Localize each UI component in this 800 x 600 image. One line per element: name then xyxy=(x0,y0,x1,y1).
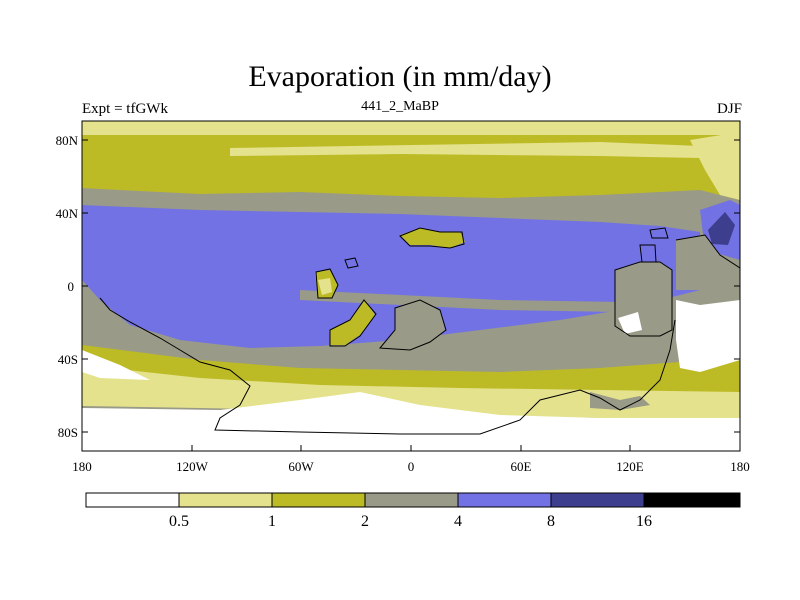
field-north-pale-streak xyxy=(230,142,700,158)
field-north-pale xyxy=(82,121,740,135)
field-land-south-patch-grey xyxy=(590,392,650,410)
field-north-pale-east xyxy=(690,132,740,200)
filled-contours xyxy=(82,121,740,451)
coastline-pacific-island xyxy=(675,234,740,269)
colorbar-label-1: 1 xyxy=(268,513,276,530)
field-tropics-grey-streak xyxy=(300,290,620,312)
lon-label-60e: 60E xyxy=(511,459,532,474)
field-antarctic-white xyxy=(82,392,740,451)
colorbar-label-0-5: 0.5 xyxy=(169,513,189,530)
map-title: Evaporation (in mm/day) xyxy=(248,60,552,93)
colorbar-box-7 xyxy=(643,492,741,508)
field-tropics-blue xyxy=(82,205,700,348)
field-east-darkblue-patch xyxy=(708,212,735,245)
coastlines xyxy=(99,227,740,435)
coastline-north-america xyxy=(399,227,465,249)
field-land-north-america xyxy=(400,228,465,248)
field-south-pale xyxy=(82,365,740,430)
colorbar-box-4 xyxy=(364,492,459,508)
lon-ticks xyxy=(81,445,741,451)
lat-label-0: 0 xyxy=(68,279,75,294)
colorbar-label-2: 2 xyxy=(361,513,369,530)
colorbar-box-1 xyxy=(85,492,180,508)
colorbar xyxy=(85,492,741,508)
lat-label-80n: 80N xyxy=(56,133,79,148)
season-label: DJF xyxy=(716,101,742,117)
colorbar-label-16: 16 xyxy=(636,513,652,530)
colorbar-label-8: 8 xyxy=(547,513,555,530)
coastline-small-island-1 xyxy=(344,257,359,269)
lon-label-180e: 180 xyxy=(730,459,750,474)
coastline-south-america-east xyxy=(329,299,377,347)
field-land-asia-white xyxy=(618,312,642,334)
field-land-pacific xyxy=(676,235,740,290)
lon-label-120e: 120E xyxy=(616,459,644,474)
experiment-label: Expt = tfGWk xyxy=(82,101,168,117)
lon-label-60w: 60W xyxy=(288,459,314,474)
coastline-small-island-3 xyxy=(639,244,657,263)
colorbar-box-2 xyxy=(178,492,273,508)
lon-label-180w: 180 xyxy=(72,459,92,474)
period-label: 441_2_MaBP xyxy=(361,99,439,114)
lon-label-120w: 120W xyxy=(176,459,209,474)
field-land-africa xyxy=(380,300,445,350)
coastline-africa xyxy=(378,299,447,351)
field-south-white-west xyxy=(82,350,150,380)
colorbar-box-3 xyxy=(271,492,366,508)
field-land-southeast-white xyxy=(676,300,740,372)
coastline-small-island-2 xyxy=(649,227,669,239)
colorbar-box-6 xyxy=(550,492,645,508)
lat-ticks xyxy=(82,139,740,433)
coastline-south-america xyxy=(99,297,676,435)
lat-label-40s: 40S xyxy=(58,352,78,367)
coastline-africa-north xyxy=(315,268,339,299)
colorbar-label-4: 4 xyxy=(454,513,462,530)
field-land-south-west-white xyxy=(215,412,268,430)
lat-label-40n: 40N xyxy=(56,206,79,221)
field-land-africa-pale xyxy=(318,278,332,295)
colorbar-box-5 xyxy=(457,492,552,508)
field-land-southamerica xyxy=(330,300,375,345)
lat-label-80s: 80S xyxy=(58,425,78,440)
lon-label-0: 0 xyxy=(408,459,415,474)
